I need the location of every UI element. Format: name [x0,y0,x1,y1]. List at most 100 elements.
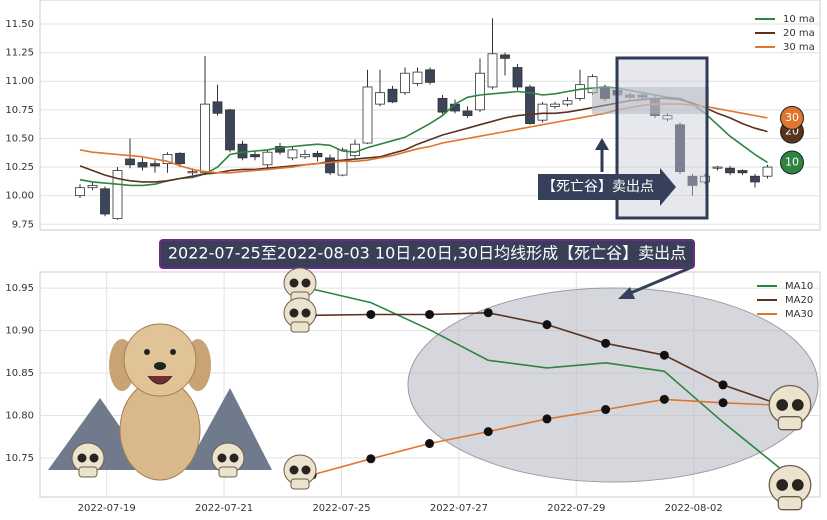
dog-scene [48,323,272,481]
candle-body [425,69,435,83]
arrow-head [595,138,609,150]
candle-body [337,149,348,176]
x-tick-label: 2022-07-21 [195,503,253,514]
candle-body [262,151,273,166]
skull-eye [289,465,299,475]
candle-body [275,146,285,153]
skull-eye [301,278,311,288]
point [659,350,669,360]
skull-jaw [290,321,310,333]
y-tick-label: 11.00 [5,76,34,87]
candle-body [150,163,160,167]
x-tick-label: 2022-07-29 [547,503,605,514]
x-tick-label: 2022-07-19 [78,503,136,514]
skull-eye [301,465,311,475]
candle-body [737,170,748,174]
skull-jaw [777,496,803,511]
y-tick-label: 10.90 [5,326,34,337]
candle-body [487,53,498,88]
y-tick-label: 10.75 [5,105,34,116]
y-tick-label: 10.00 [5,191,34,202]
candle-body [750,175,760,183]
candle-body [700,175,710,183]
skull-eye [229,453,239,463]
point [483,308,493,318]
y-tick-label: 10.85 [5,368,34,379]
point [542,320,552,330]
candle-body [312,152,323,158]
candle-body [537,103,548,121]
legend-label: MA30 [785,309,813,320]
legend-label: 30 ma [783,42,815,53]
candle-body [300,154,310,158]
x-tick-label: 2022-07-27 [430,503,488,514]
skull-eye [289,278,299,288]
banner-box [159,239,695,269]
y-tick-label: 11.50 [5,19,34,30]
candle-body [500,54,510,59]
y-tick-label: 9.75 [12,219,34,230]
skull-eye [791,399,804,411]
candle-body [137,162,148,168]
candle-body [187,171,198,174]
candle-body [325,157,335,174]
skull-eye [776,399,789,411]
point [366,454,376,464]
end-label: 30 [785,111,799,124]
ma-line [312,288,783,471]
candle-body [100,188,110,215]
x-tick-label: 2022-08-02 [665,503,723,514]
legend-label: 10 ma [783,14,815,25]
candle-body [387,88,398,103]
point [425,309,435,319]
label-arrow [538,168,676,206]
skull-icon [283,297,317,333]
candle-body [375,92,385,105]
highlight-box [592,87,709,114]
skull-icon [71,442,105,478]
point [718,380,728,390]
legend-label: MA20 [785,295,813,306]
candle-body [400,72,410,94]
skull-eye [776,479,789,491]
candle-body [87,184,98,189]
point [366,309,376,319]
candle-body [712,166,723,169]
end-badge [780,150,804,175]
arrow-head [618,287,635,299]
dog-eye [144,349,150,355]
skull-eye [301,308,311,318]
candle-body [462,110,473,116]
candle-body [512,67,523,88]
skull-jaw [78,466,98,478]
skull-icon [211,442,245,478]
skull-jaw [777,416,803,431]
dog-nose [154,362,166,370]
candle-body [562,100,573,105]
skull-eye [77,453,87,463]
point [542,414,552,424]
point [601,405,611,415]
legend-label: MA10 [785,281,813,292]
dog-mouth [147,375,173,385]
y-tick-label: 10.80 [5,410,34,421]
candle-body [225,109,235,151]
candle-body [412,71,423,84]
y-tick-label: 10.25 [5,162,34,173]
candle-body [437,98,448,113]
arrow [627,266,691,296]
candle-body [575,84,585,99]
candle-body [550,103,560,107]
candle-body [287,149,298,159]
candle-body [362,86,373,144]
candle-body [662,115,673,120]
candle-body [125,158,135,166]
y-tick-label: 10.75 [5,453,34,464]
candle-body [475,72,485,111]
candle-body [525,86,535,124]
candle-body [75,187,85,197]
legend-label: 20 ma [783,28,815,39]
skull-icon [768,384,812,431]
end-label: 10 [785,155,799,168]
dog-eye [170,349,176,355]
